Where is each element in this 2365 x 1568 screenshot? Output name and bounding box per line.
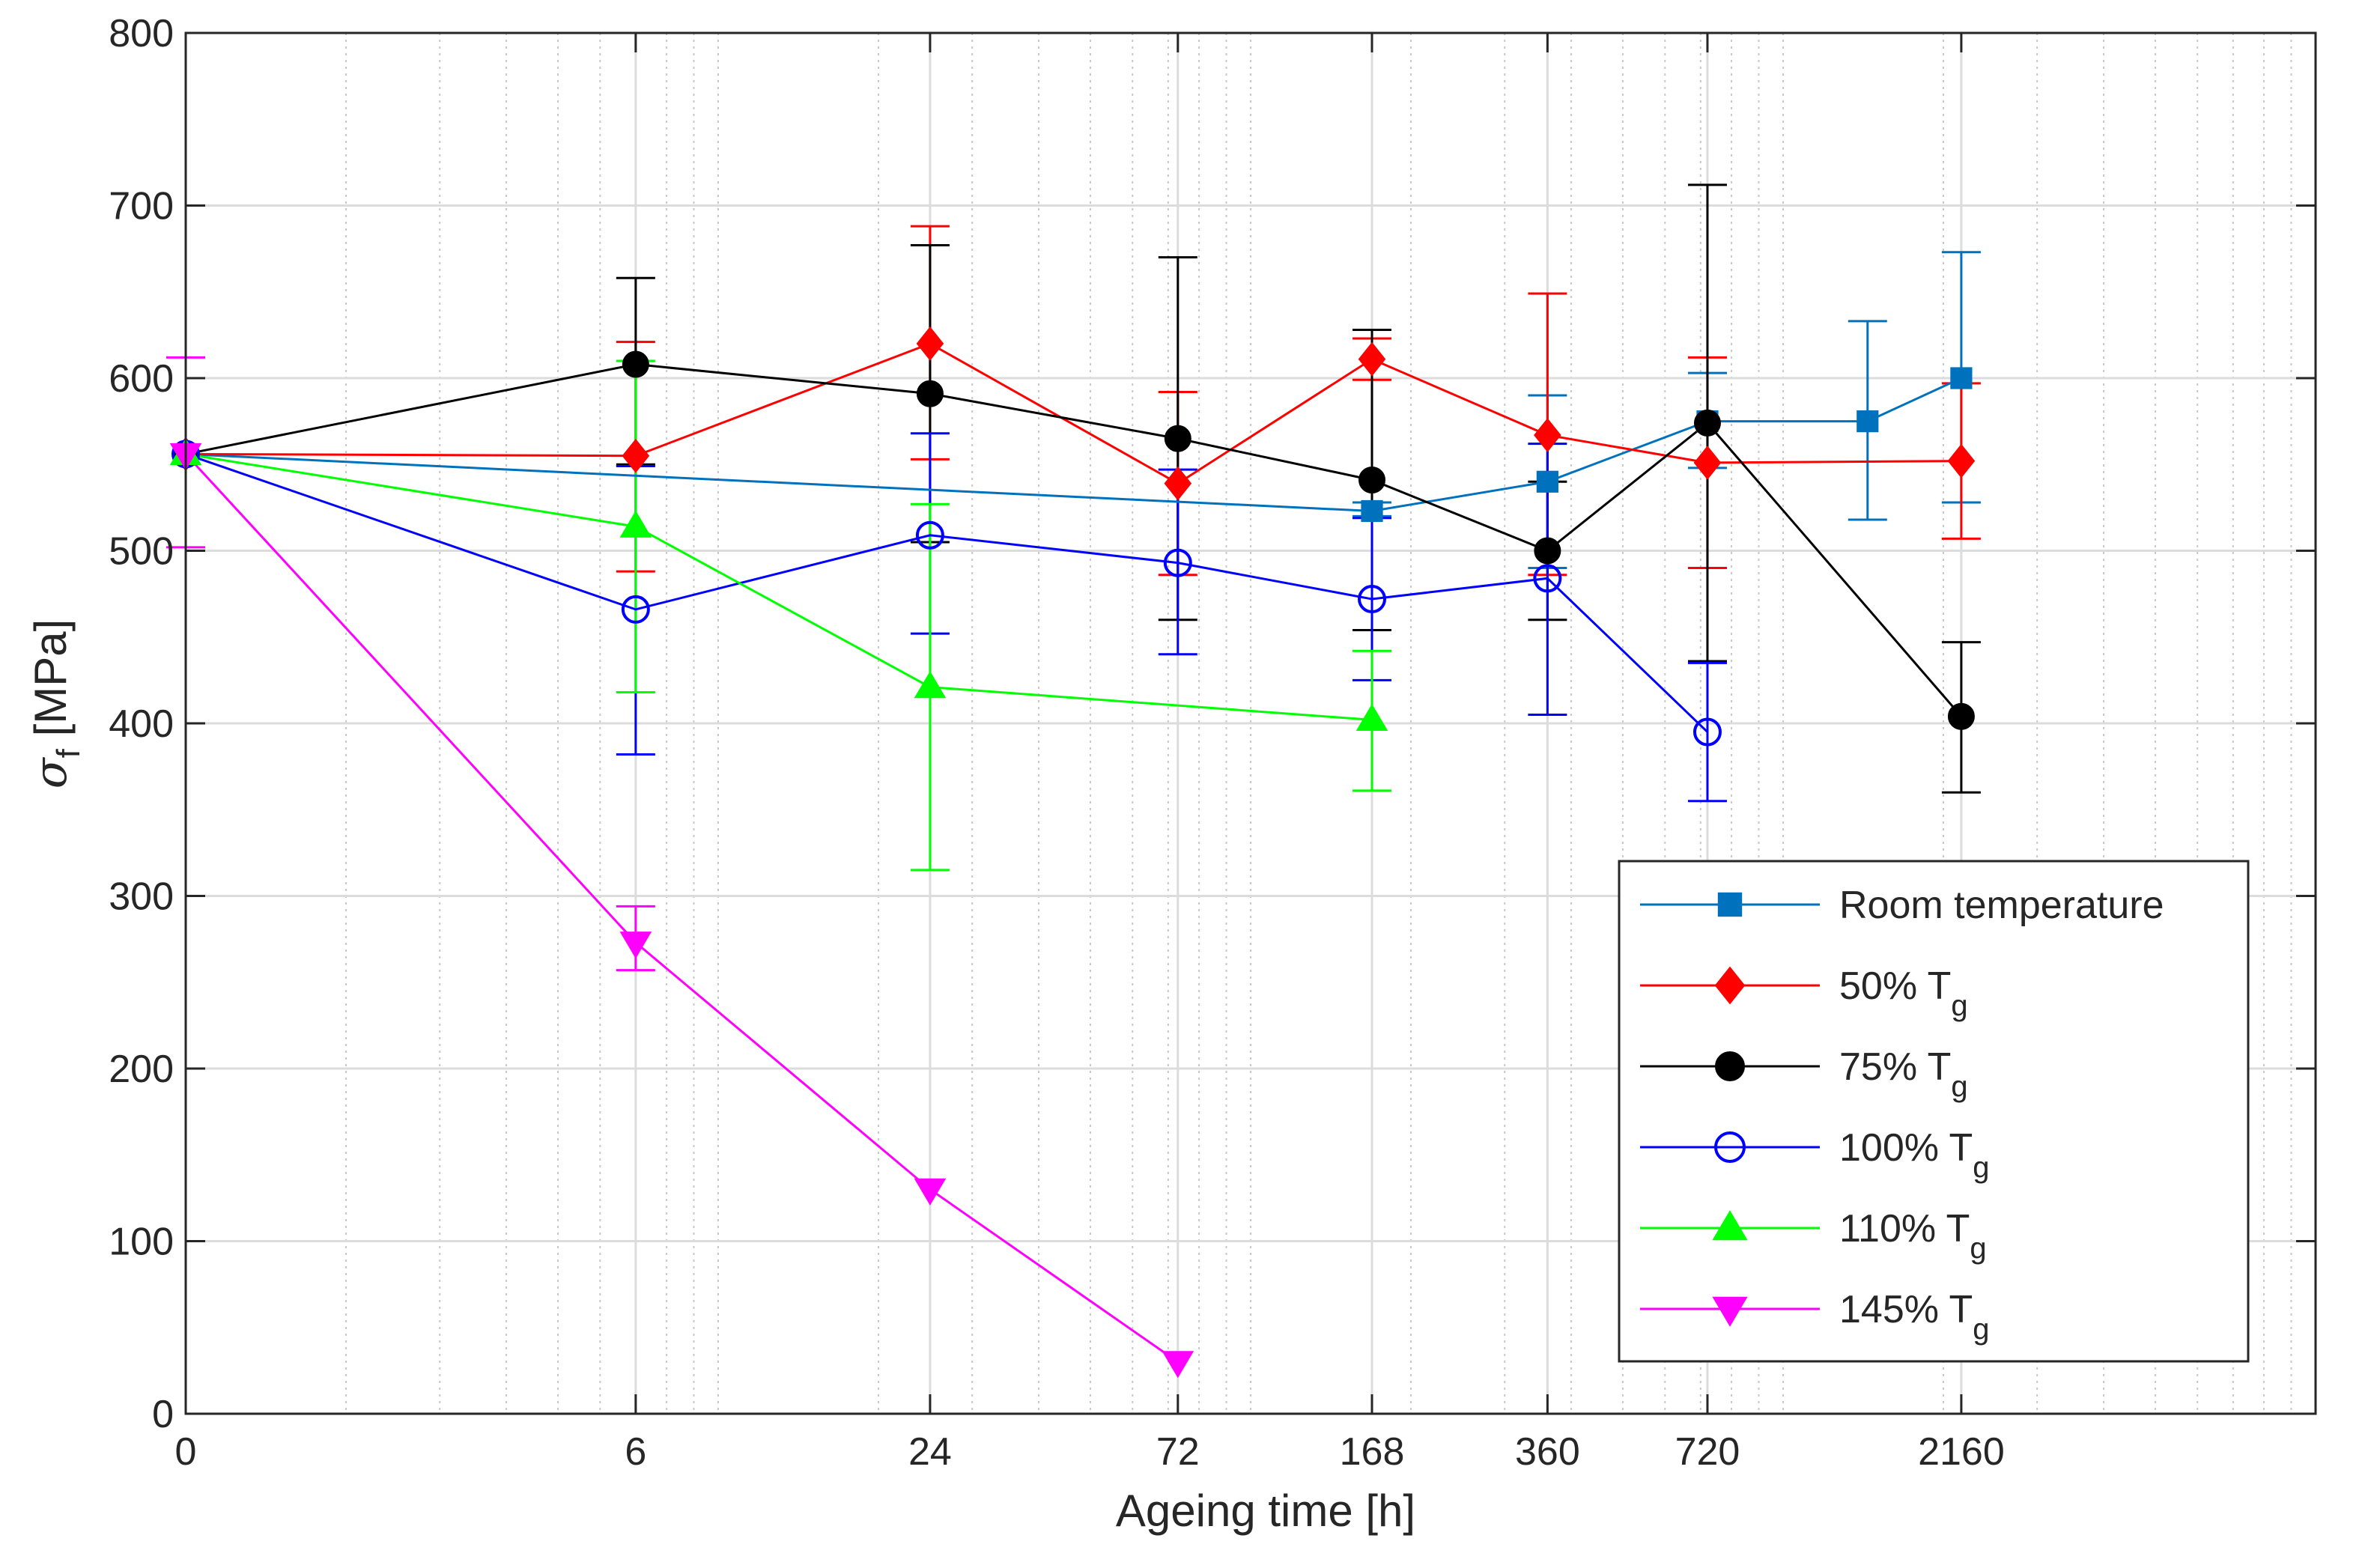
data-point-75pct-tg — [1947, 702, 1975, 730]
data-point-145pct-tg — [914, 1178, 947, 1206]
series-line-50pct-tg — [185, 342, 1961, 485]
y-tick-labels: 0 100 200 300 400 500 600 700 800 — [109, 12, 174, 1436]
data-point-75pct-tg — [1358, 466, 1386, 493]
data-point-100pct-tg — [1692, 717, 1722, 747]
series-lines — [184, 342, 1963, 1364]
data-point-50pct-tg — [1947, 443, 1976, 478]
legend-marker — [1714, 1131, 1746, 1163]
data-point-145pct-tg — [619, 932, 652, 959]
data-point-75pct-tg — [1534, 537, 1561, 565]
series-line-100pct-tg — [185, 453, 1709, 733]
legend-entry-room-temperature: Room temperature — [1640, 884, 2164, 927]
legend-label: 75% Tg — [1839, 1045, 1968, 1103]
legend-label: 50% Tg — [1839, 964, 1968, 1022]
data-point-50pct-tg — [1164, 466, 1192, 501]
x-tick-label: 360 — [1515, 1430, 1580, 1474]
y-tick-label: 300 — [109, 875, 174, 919]
y-tick-label: 100 — [109, 1221, 174, 1264]
legend-label-main: 50% T — [1839, 964, 1951, 1008]
data-point-75pct-tg — [1164, 425, 1191, 452]
legend-marker — [1712, 1210, 1748, 1241]
y-tick-label: 400 — [109, 702, 174, 746]
legend-label-main: 110% T — [1839, 1207, 1970, 1251]
legend-label-subscript: g — [1973, 1313, 1989, 1346]
data-point-100pct-tg — [1358, 585, 1387, 614]
legend-entry-50pct-tg: 50% Tg — [1640, 964, 1968, 1022]
y-axis-label: σf [MPa] — [25, 619, 87, 789]
x-tick-label: 168 — [1340, 1430, 1405, 1474]
y-tick-label: 0 — [152, 1393, 174, 1436]
series-line-75pct-tg — [185, 363, 1963, 717]
data-point-100pct-tg — [915, 520, 944, 550]
legend-label-main: Room temperature — [1839, 884, 2164, 927]
data-point-75pct-tg — [916, 380, 944, 407]
legend-label-subscript: g — [1951, 1070, 1967, 1103]
data-point-110pct-tg — [619, 510, 652, 538]
axis-ticks — [184, 31, 2316, 1415]
legend-marker — [1715, 1051, 1745, 1081]
data-point-145pct-tg — [1162, 1351, 1194, 1379]
series-line-room-temperature — [185, 377, 1962, 512]
legend-label: 145% Tg — [1839, 1288, 1990, 1346]
legend-marker — [1717, 892, 1743, 917]
data-point-100pct-tg — [1163, 548, 1192, 577]
data-point-room-temperature — [1361, 499, 1383, 523]
x-tick-labels: 0 6 24 72 168 360 720 2160 — [175, 1430, 2005, 1474]
x-tick-label: 6 — [625, 1430, 646, 1474]
legend-label: Room temperature — [1839, 884, 2164, 927]
legend-label-main: 100% T — [1839, 1126, 1973, 1170]
series-line-110pct-tg — [185, 452, 1373, 721]
data-point-100pct-tg — [621, 595, 650, 624]
legend-box — [1618, 860, 2250, 1363]
series-line-145pct-tg — [184, 453, 1179, 1364]
legend-label-subscript: g — [1951, 989, 1967, 1022]
y-tick-label: 200 — [109, 1048, 174, 1091]
x-tick-label: 72 — [1156, 1430, 1200, 1474]
x-axis-label: Ageing time [h] — [1116, 1486, 1415, 1536]
legend-label-main: 75% T — [1839, 1045, 1951, 1089]
data-point-50pct-tg — [916, 326, 944, 361]
legend-label: 110% Tg — [1839, 1207, 1987, 1265]
data-point-110pct-tg — [1355, 703, 1388, 731]
y-tick-label: 600 — [109, 357, 174, 401]
x-tick-label: 0 — [175, 1430, 197, 1474]
x-tick-label: 720 — [1675, 1430, 1740, 1474]
x-tick-label: 2160 — [1918, 1430, 2005, 1474]
legend-label-subscript: g — [1970, 1232, 1986, 1265]
data-point-50pct-tg — [1693, 446, 1722, 480]
y-tick-label: 800 — [109, 12, 174, 55]
svg-text:σf [MPa]: σf [MPa] — [25, 619, 87, 789]
data-point-50pct-tg — [1358, 341, 1386, 377]
legend-marker — [1714, 966, 1746, 1005]
legend-entry-145pct-tg: 145% Tg — [1640, 1288, 1990, 1346]
data-point-room-temperature — [1950, 367, 1973, 389]
data-point-50pct-tg — [1534, 418, 1561, 452]
data-point-75pct-tg — [1693, 409, 1721, 437]
data-point-110pct-tg — [914, 671, 947, 699]
data-point-50pct-tg — [622, 438, 650, 473]
legend-entry-75pct-tg: 75% Tg — [1640, 1045, 1968, 1103]
data-point-room-temperature — [1857, 410, 1879, 433]
legend-entry-100pct-tg: 100% Tg — [1640, 1126, 1990, 1184]
y-axis-label-unit: [MPa] — [25, 619, 76, 749]
y-axis-label-symbol: σ — [25, 756, 77, 788]
y-tick-label: 500 — [109, 530, 174, 574]
legend-label-subscript: g — [1973, 1151, 1989, 1184]
data-point-room-temperature — [1536, 470, 1558, 493]
legend-label: 100% Tg — [1839, 1126, 1990, 1184]
x-tick-label: 24 — [908, 1430, 952, 1474]
data-point-100pct-tg — [1533, 564, 1562, 593]
y-tick-label: 700 — [109, 185, 174, 228]
data-point-75pct-tg — [622, 350, 649, 378]
legend-entry-110pct-tg: 110% Tg — [1640, 1207, 1987, 1265]
legend-label-main: 145% T — [1839, 1288, 1973, 1331]
legend-marker — [1712, 1296, 1748, 1327]
y-axis-label-subscript: f — [50, 748, 87, 758]
